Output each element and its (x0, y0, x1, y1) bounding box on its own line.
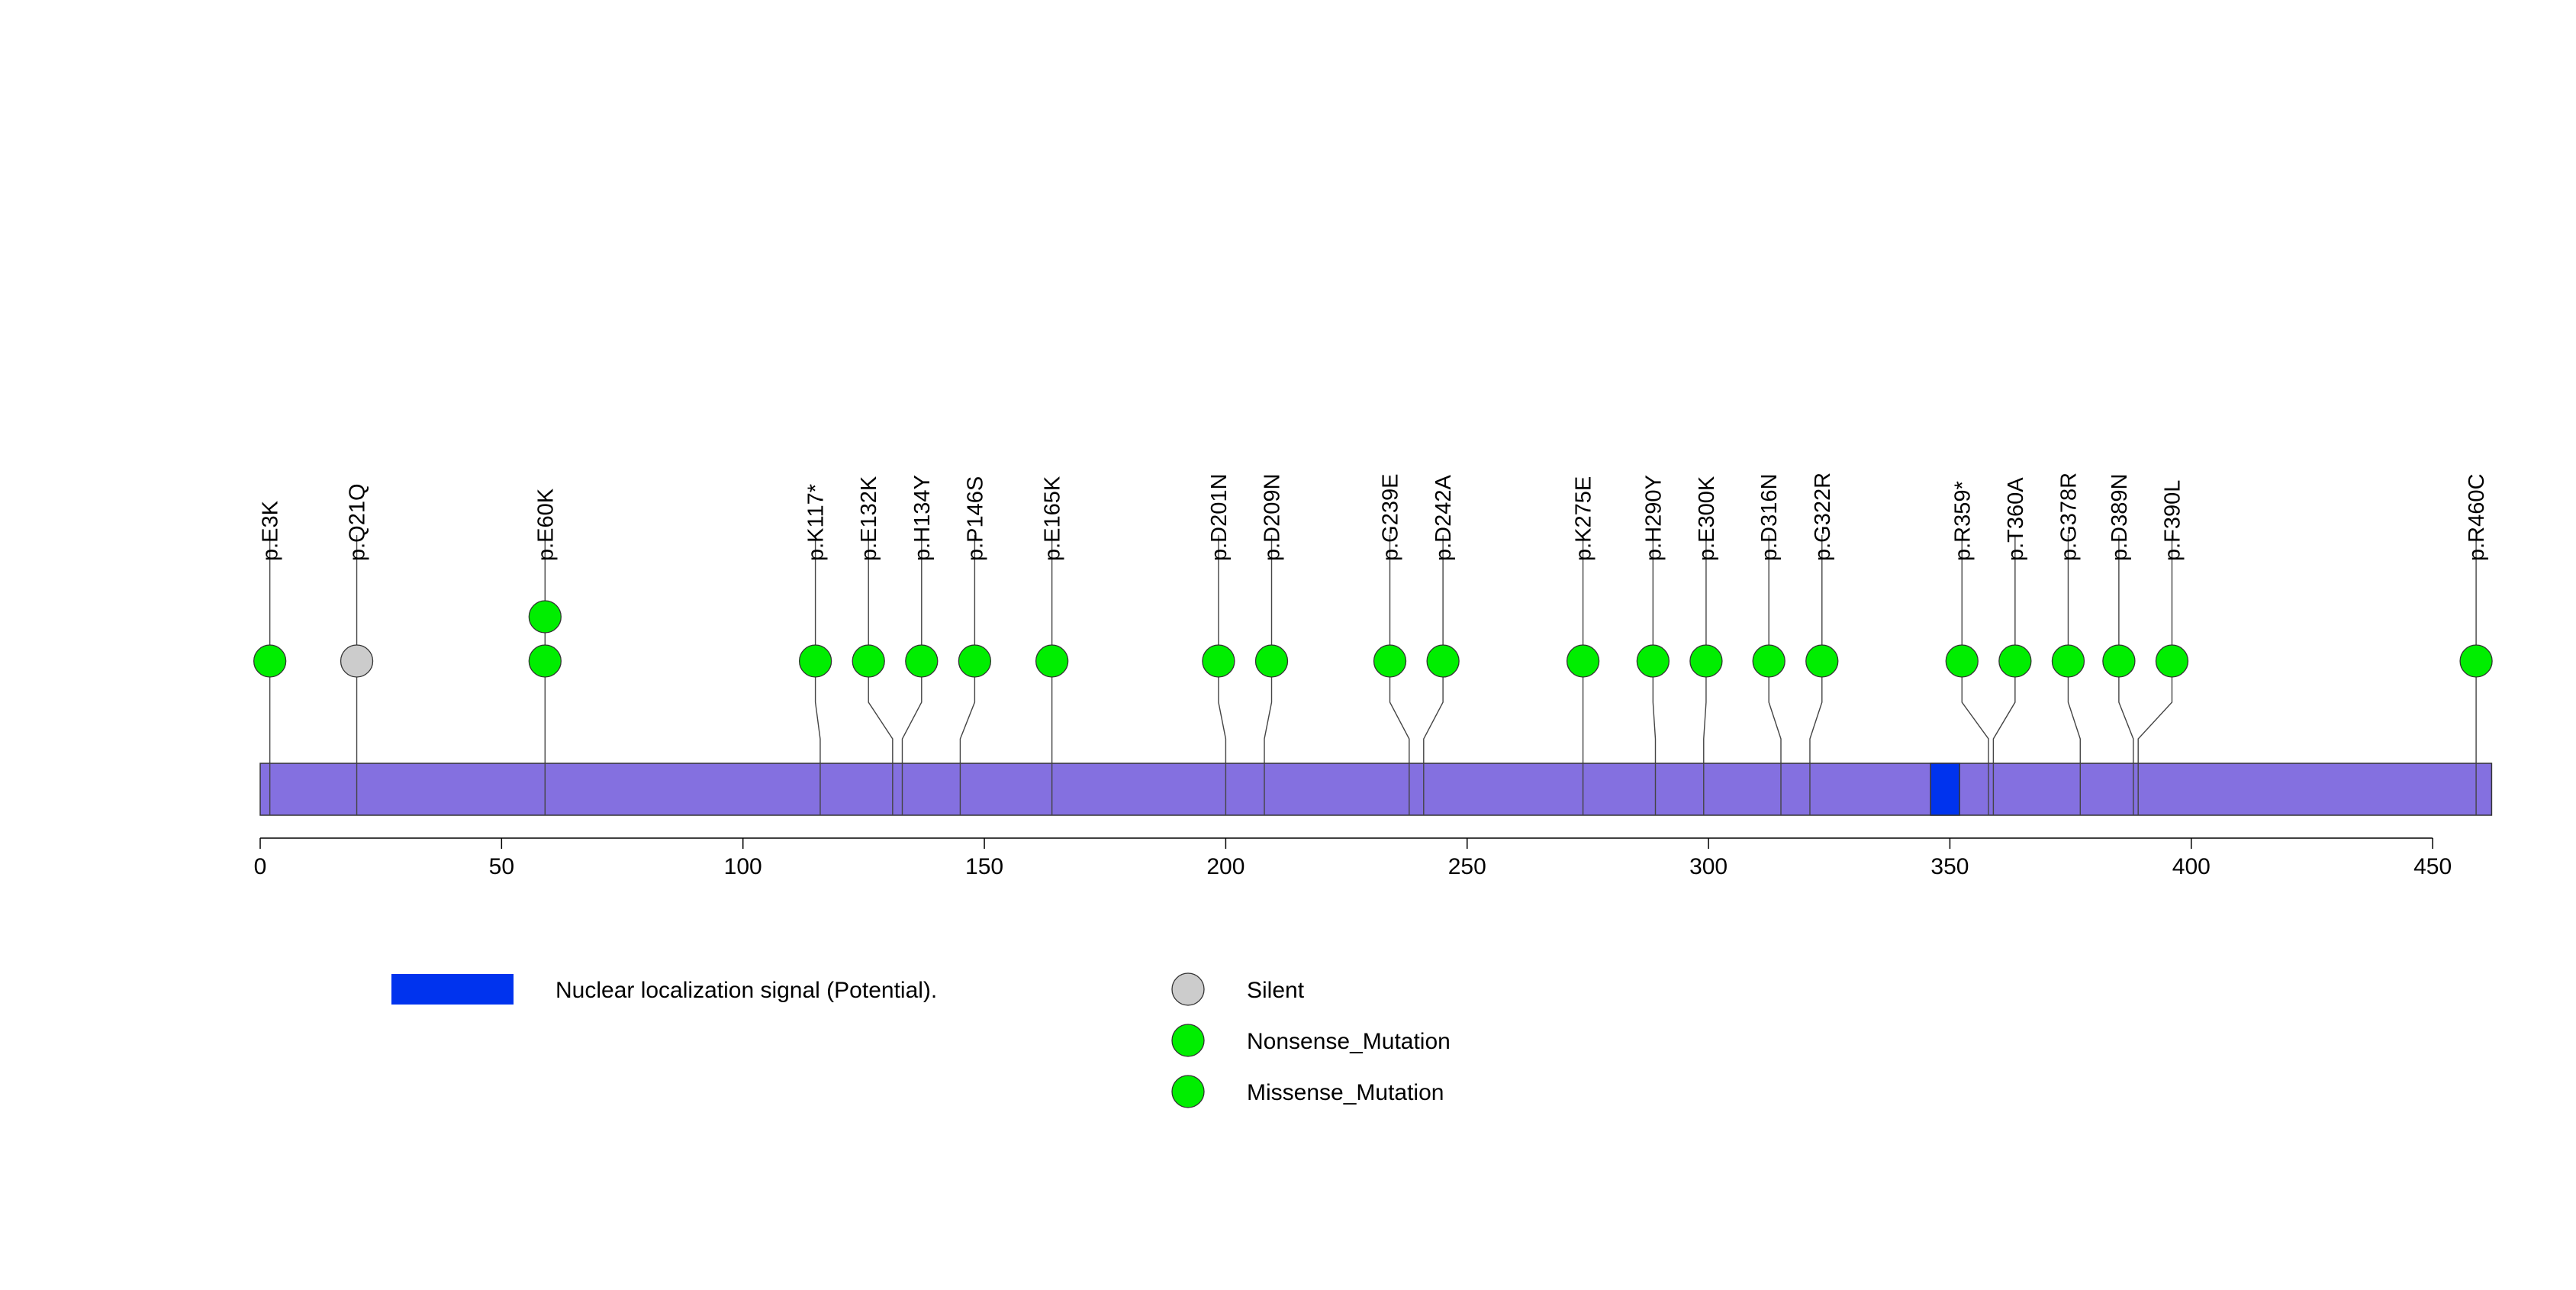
mutation-head (1202, 644, 1235, 678)
mutation-label: p.D242A (1431, 474, 1456, 561)
mutation-head (1689, 644, 1723, 678)
mutation-label: p.E132K (857, 476, 881, 561)
mutation-head (1373, 644, 1407, 678)
x-axis-tick-label: 0 (254, 854, 267, 879)
mutation-head (1254, 644, 1289, 678)
x-axis-tick-label: 300 (1689, 854, 1728, 879)
mutation-head (253, 644, 287, 678)
x-axis-tick-label: 100 (724, 854, 762, 879)
protein-bar (259, 763, 2493, 816)
mutation-head (528, 644, 562, 678)
mutation-head (905, 644, 939, 678)
domain-block (1930, 763, 1960, 816)
mutation-label: p.E300K (1695, 476, 1719, 561)
mutation-head (2102, 644, 2136, 678)
x-axis-tick-label: 200 (1206, 854, 1245, 879)
x-axis-tick-label: 400 (2172, 854, 2211, 879)
mutation-head (1805, 644, 1839, 678)
x-axis-tick-label: 250 (1448, 854, 1486, 879)
mutation-head (340, 644, 374, 678)
mutation-labels: p.E3K p.Q21Q p.E60K p.K117* p.E132K p.H134Y p.… (259, 472, 2489, 561)
mutation-head (1035, 644, 1069, 678)
mutation-label: p.D316N (1757, 474, 1782, 561)
x-axis-tick-label: 350 (1930, 854, 1969, 879)
legend-mutation-label: Silent (1247, 978, 1305, 1003)
mutation-label: p.R359* (1950, 481, 1975, 561)
mutation-label: p.G322R (1811, 472, 1835, 561)
legend-mutation-swatch (1171, 1024, 1205, 1057)
legend-domain-label: Nuclear localization signal (Potential). (555, 978, 937, 1003)
mutation-label: p.H134Y (910, 475, 935, 561)
mutation-label: p.E3K (259, 500, 283, 561)
legend-domain-swatch (391, 974, 514, 1005)
mutation-head (1998, 644, 2032, 678)
mutation-heads (253, 600, 2493, 678)
mutation-head (2459, 644, 2493, 678)
mutation-head (1945, 644, 1979, 678)
x-axis-tick-label: 150 (965, 854, 1003, 879)
mutation-head (852, 644, 885, 678)
mutation-label: p.G378R (2056, 472, 2081, 561)
mutation-label: p.D389N (2107, 474, 2132, 561)
mutation-label: p.K117* (804, 484, 829, 561)
mutation-head (2155, 644, 2189, 678)
x-axis-tick-label: 50 (489, 854, 514, 879)
mutation-label: p.Q21Q (346, 483, 370, 561)
mutation-label: p.D201N (1207, 474, 1232, 561)
mutation-label: p.G239E (1379, 474, 1403, 561)
mutation-head (1752, 644, 1785, 678)
mutation-head (1426, 644, 1460, 678)
legend-domains: Nuclear localization signal (Potential). (391, 974, 937, 1005)
legend-mutation-swatch (1171, 1075, 1205, 1108)
mutation-head (528, 600, 562, 634)
legend-mutation-label: Nonsense_Mutation (1247, 1029, 1451, 1054)
x-axis-tick-label: 450 (2413, 854, 2452, 879)
legend-mutation-label: Missense_Mutation (1247, 1080, 1444, 1105)
legend-mutation-swatch (1171, 972, 1205, 1006)
mutation-head (1636, 644, 1670, 678)
mutation-label: p.R460C (2465, 474, 2489, 561)
mutation-head (798, 644, 832, 678)
mutation-label: p.H290Y (1641, 475, 1666, 561)
protein-track (259, 763, 2493, 816)
mutation-label: p.E165K (1041, 476, 1065, 561)
legend-mutation-types: Silent Nonsense_Mutation Missense_Mutation (1171, 972, 1451, 1108)
mutation-label: p.F390L (2160, 480, 2185, 561)
mutation-label: p.E60K (533, 488, 558, 561)
mutation-head (2051, 644, 2085, 678)
mutation-label: p.K275E (1572, 476, 1596, 561)
mutation-label: p.T360A (2004, 477, 2028, 561)
mutation-head (958, 644, 992, 678)
x-axis: 0 50 100 150 200 250 300 350 400 450 (254, 837, 2452, 879)
mutation-label: p.P146S (963, 476, 987, 561)
mutation-label: p.D209N (1261, 474, 1285, 561)
mutation-head (1566, 644, 1600, 678)
